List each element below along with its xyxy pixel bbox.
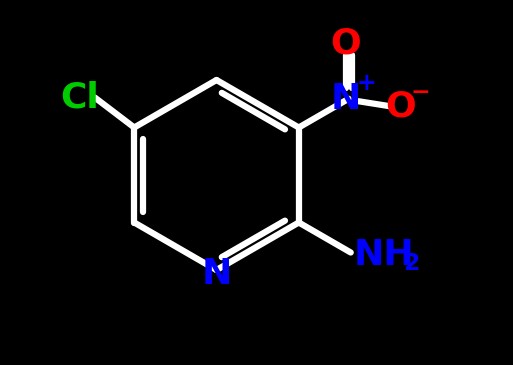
Text: O: O (331, 27, 362, 61)
Text: Cl: Cl (61, 81, 99, 115)
Text: O: O (386, 89, 417, 123)
Text: +: + (356, 72, 376, 95)
Text: NH: NH (353, 238, 414, 272)
Text: N: N (331, 82, 361, 116)
Text: 2: 2 (403, 252, 419, 275)
Text: −: − (410, 81, 430, 104)
Text: N: N (201, 257, 232, 291)
